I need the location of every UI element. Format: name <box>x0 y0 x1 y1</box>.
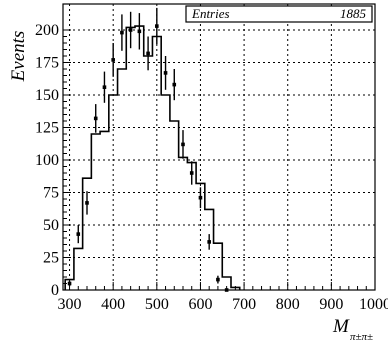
grid-lines <box>63 4 376 290</box>
stats-value: 1885 <box>340 6 367 21</box>
y-tick-label: 0 <box>51 282 59 299</box>
data-point <box>163 56 168 90</box>
point-marker <box>137 29 142 34</box>
point-marker <box>224 288 229 292</box>
stats-box: Entries 1885 <box>185 5 373 23</box>
data-point <box>76 225 81 244</box>
y-tick-labels: 0 25 50 75 100 125 150 175 200 <box>35 22 59 299</box>
x-tick-label: 800 <box>276 296 300 313</box>
y-tick-label: 175 <box>35 55 59 72</box>
y-tick-label: 100 <box>35 152 59 169</box>
data-point <box>198 187 203 209</box>
point-marker <box>155 24 159 28</box>
x-tick-label: 300 <box>58 296 82 313</box>
data-point <box>224 288 229 292</box>
x-tick-label: 700 <box>232 296 256 313</box>
data-point <box>128 11 133 49</box>
point-marker <box>120 30 124 35</box>
data-point <box>85 191 89 215</box>
y-tick-label: 75 <box>43 185 59 202</box>
data-point <box>120 14 124 51</box>
point-marker <box>128 28 133 32</box>
x-tick-label: 1000 <box>359 296 388 313</box>
stats-box-frame <box>185 5 373 23</box>
data-point <box>93 104 98 133</box>
y-tick-label: 50 <box>43 217 59 234</box>
data-point <box>111 43 115 77</box>
point-marker <box>189 171 194 175</box>
axis-ticks <box>63 29 376 291</box>
stats-label: Entries <box>191 6 230 21</box>
data-point <box>146 36 150 71</box>
data-point <box>207 234 211 250</box>
data-point <box>67 280 72 287</box>
y-tick-label: 125 <box>35 120 59 137</box>
data-point <box>137 13 142 50</box>
point-marker <box>102 85 107 89</box>
x-tick-label: 600 <box>188 296 212 313</box>
x-axis-title: M π±π± <box>332 316 373 343</box>
data-point <box>155 7 159 45</box>
x-axis-title-main: M <box>332 316 350 337</box>
y-tick-label: 150 <box>35 87 59 104</box>
x-tick-label: 900 <box>319 296 343 313</box>
point-marker <box>85 201 89 205</box>
data-point <box>172 69 177 101</box>
data-point <box>216 275 220 284</box>
point-marker <box>111 58 115 62</box>
point-marker <box>181 142 185 147</box>
x-tick-labels: 300 400 500 600 700 800 900 1000 <box>58 296 388 313</box>
x-tick-label: 400 <box>101 296 125 313</box>
point-marker <box>163 71 168 75</box>
mc-histogram-line <box>64 25 241 290</box>
point-marker <box>93 116 98 121</box>
y-tick-label: 25 <box>43 250 59 267</box>
point-marker <box>67 281 72 286</box>
point-marker <box>216 277 220 282</box>
x-axis-title-subscript: π±π± <box>350 331 373 343</box>
y-axis-title: Events <box>8 31 29 83</box>
data-point <box>181 130 185 159</box>
point-marker <box>146 51 150 56</box>
data-points <box>67 7 229 292</box>
x-tick-label: 500 <box>145 296 169 313</box>
point-marker <box>198 195 203 200</box>
plot-frame <box>62 3 376 291</box>
data-point <box>102 71 107 103</box>
point-marker <box>76 232 81 236</box>
data-point <box>189 161 194 185</box>
y-tick-label: 200 <box>35 22 59 39</box>
point-marker <box>207 240 211 244</box>
point-marker <box>172 82 177 87</box>
